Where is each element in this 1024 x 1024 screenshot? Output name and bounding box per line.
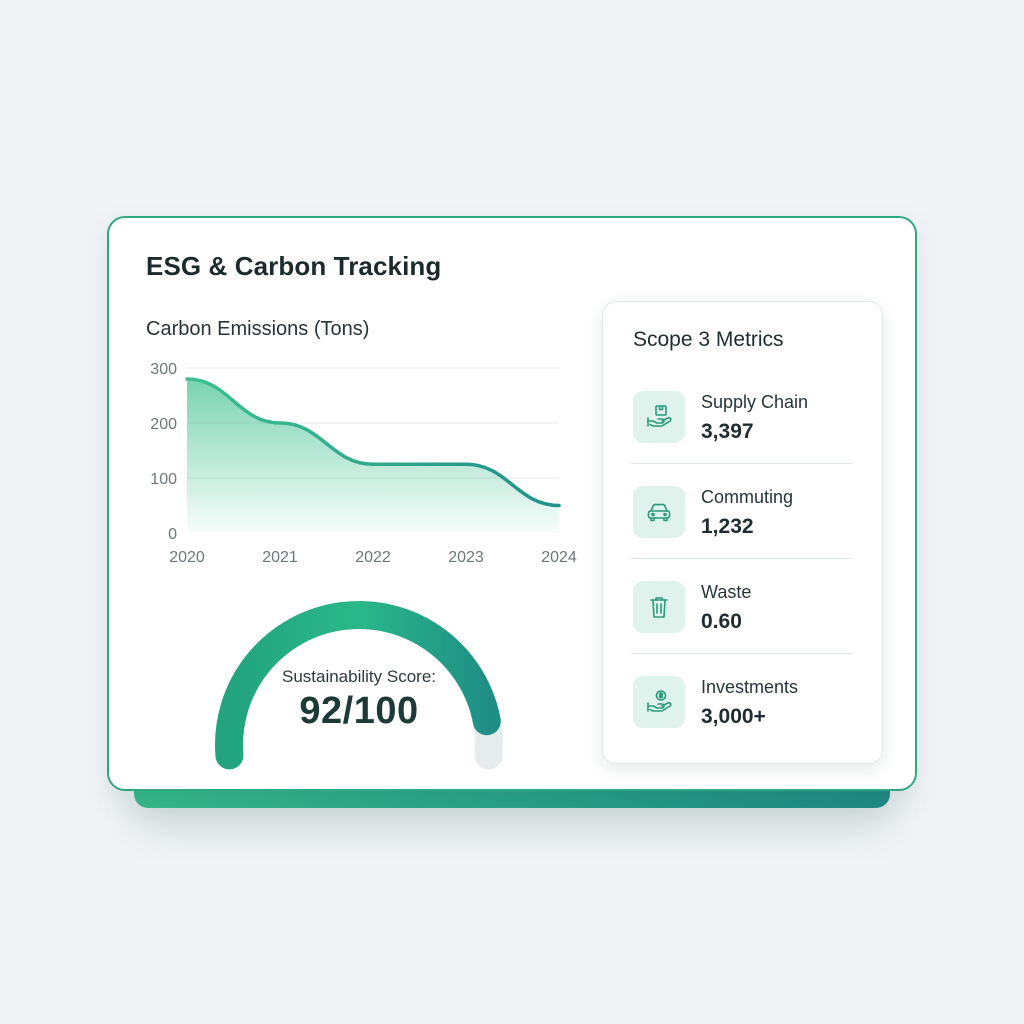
- sustainability-score-value: 92/100: [299, 690, 419, 732]
- y-tick-label: 200: [150, 416, 177, 433]
- y-tick-label: 100: [150, 471, 177, 488]
- emissions-series-line: [185, 377, 561, 508]
- x-tick-label: 2023: [448, 549, 484, 566]
- scope3-panel-title: Scope 3 Metrics: [633, 328, 784, 351]
- y-tick-label: 300: [150, 361, 177, 378]
- x-tick-label: 2020: [169, 549, 205, 566]
- metric-value: 3,000+: [701, 705, 766, 728]
- hand-coin-icon: [633, 676, 685, 728]
- emissions-area-fill: [187, 379, 559, 533]
- supply-chain-hand-box-icon: [633, 391, 685, 443]
- esg-dashboard-card: ESG & Carbon Tracking Carbon Emissions (…: [107, 216, 917, 791]
- metric-label: Supply Chain: [701, 392, 809, 412]
- emissions-chart-title: Carbon Emissions (Tons): [146, 318, 370, 340]
- x-tick-label: 2022: [355, 549, 391, 566]
- x-tick-label: 2024: [541, 549, 577, 566]
- metric-divider: [631, 558, 853, 559]
- metric-divider: [631, 653, 853, 654]
- metric-value: 0.60: [701, 610, 742, 633]
- metric-label: Investments: [701, 677, 799, 697]
- gauge-fill: [215, 601, 501, 770]
- car-icon: [633, 486, 685, 538]
- metric-value: 1,232: [701, 515, 754, 538]
- metric-waste[interactable]: Waste 0.60: [631, 581, 853, 676]
- card-title: ESG & Carbon Tracking: [146, 251, 442, 281]
- metric-investments[interactable]: Investments 3,000+: [631, 676, 853, 771]
- x-tick-label: 2021: [262, 549, 298, 566]
- sustainability-score-label: Sustainability Score:: [281, 667, 437, 686]
- trash-icon: [633, 581, 685, 633]
- emissions-area-chart: 300 200 100 0 2020 2021 2022 2023 2024: [150, 361, 577, 566]
- scope3-metrics-panel: Scope 3 Metrics Supply Chain 3,397: [602, 301, 883, 764]
- sustainability-score-gauge: [215, 601, 503, 770]
- metric-label: Commuting: [701, 487, 794, 507]
- metric-commuting[interactable]: Commuting 1,232: [631, 486, 853, 581]
- metric-label: Waste: [701, 582, 752, 602]
- metric-supply-chain[interactable]: Supply Chain 3,397: [631, 391, 853, 486]
- y-tick-label: 0: [168, 526, 177, 543]
- metric-divider: [631, 463, 853, 464]
- metric-value: 3,397: [701, 420, 754, 443]
